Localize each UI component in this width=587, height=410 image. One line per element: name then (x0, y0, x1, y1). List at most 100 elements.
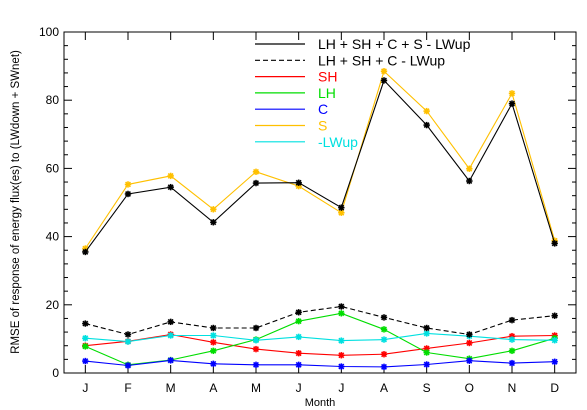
y-tick-label: 80 (46, 93, 60, 107)
data-point (252, 168, 260, 176)
x-tick-label: O (465, 381, 474, 395)
x-tick-label: J (82, 381, 88, 395)
data-point (82, 320, 89, 327)
data-point (508, 316, 516, 324)
data-point (551, 358, 558, 365)
series-line (85, 359, 555, 368)
data-point (210, 347, 217, 355)
y-axis: 0 20 40 60 80 100 (39, 25, 576, 380)
series-0 (82, 77, 558, 256)
legend-label: C (318, 101, 328, 117)
x-tick-label: J (338, 381, 344, 395)
y-axis-label: RMSE of response of energy flux(es) to (… (10, 50, 22, 354)
data-point (508, 336, 516, 343)
data-point (338, 352, 345, 359)
x-tick-label: A (380, 381, 388, 395)
data-point (466, 177, 473, 185)
y-tick-label: 60 (46, 161, 60, 175)
data-point (380, 314, 388, 321)
x-tick-label: N (508, 381, 517, 395)
series-2 (82, 331, 558, 359)
data-point (338, 310, 345, 317)
x-tick-label: S (423, 381, 431, 395)
series-line (85, 332, 555, 343)
data-point (124, 331, 132, 338)
data-point (252, 345, 260, 353)
data-point (82, 343, 89, 350)
y-tick-label: 20 (46, 298, 60, 312)
legend-label: LH + SH + C - LWup (318, 52, 445, 68)
data-point (82, 335, 89, 342)
legend-label: LH (318, 85, 336, 101)
data-point (167, 357, 174, 364)
plot-frame (63, 31, 577, 374)
data-point (423, 330, 430, 337)
data-point (508, 359, 516, 367)
y-tick-label: 100 (39, 25, 59, 39)
data-point (210, 360, 217, 367)
series-6 (82, 330, 558, 345)
data-point (551, 312, 558, 319)
data-point (82, 357, 89, 365)
data-point (210, 206, 217, 213)
data-point (252, 361, 260, 369)
data-point (210, 324, 217, 332)
legend-label: SH (318, 69, 337, 85)
data-point (466, 331, 473, 338)
data-point (210, 332, 217, 339)
data-point (423, 349, 430, 356)
data-point (295, 179, 302, 186)
data-point (423, 121, 430, 129)
data-point (295, 333, 302, 341)
data-point (338, 204, 345, 211)
data-point (380, 336, 388, 343)
data-point (124, 190, 132, 198)
data-point (380, 68, 388, 75)
data-point (124, 181, 132, 188)
data-point (295, 309, 302, 316)
legend-label: S (318, 118, 327, 134)
data-point (423, 361, 430, 368)
data-point (423, 324, 430, 332)
x-axis: J F M A M J J A S O N D (82, 32, 559, 395)
data-point (466, 357, 473, 364)
data-point (338, 363, 345, 370)
data-point (551, 337, 558, 344)
data-point (380, 351, 388, 358)
data-point (551, 240, 558, 247)
x-axis-label: Month (305, 397, 336, 409)
y-tick-label: 0 (52, 366, 59, 380)
data-point (167, 318, 174, 326)
data-point (508, 347, 516, 355)
data-point (338, 337, 345, 344)
data-point (466, 165, 473, 172)
data-point (210, 339, 217, 346)
series-line (85, 305, 555, 336)
data-point (124, 362, 132, 369)
data-point (466, 339, 473, 347)
data-point (210, 219, 217, 226)
data-point (508, 90, 516, 97)
series-layer (82, 68, 558, 371)
data-point (295, 361, 302, 369)
series-line (85, 333, 555, 356)
data-point (82, 248, 89, 256)
data-point (252, 179, 260, 187)
x-tick-label: A (209, 381, 217, 395)
legend-label: LH + SH + C + S - LWup (318, 36, 471, 52)
data-point (252, 337, 260, 344)
data-point (508, 100, 516, 107)
series-line (84, 70, 556, 249)
x-tick-label: M (251, 381, 261, 395)
data-point (380, 363, 388, 371)
x-tick-label: J (296, 381, 302, 395)
data-point (295, 317, 302, 325)
series-line (84, 79, 556, 253)
data-point (295, 350, 302, 357)
data-point (380, 77, 388, 84)
data-point (252, 324, 260, 332)
legend-label: -LWup (318, 134, 358, 150)
x-tick-label: F (124, 381, 131, 395)
